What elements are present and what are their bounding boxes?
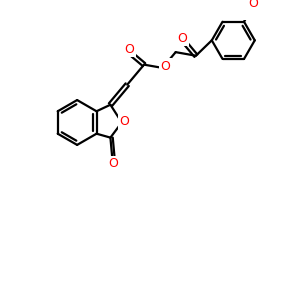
- Text: O: O: [177, 32, 187, 45]
- Text: O: O: [248, 0, 258, 10]
- Text: O: O: [124, 43, 134, 56]
- Text: O: O: [160, 59, 170, 73]
- Text: O: O: [108, 157, 118, 170]
- Text: O: O: [120, 115, 130, 128]
